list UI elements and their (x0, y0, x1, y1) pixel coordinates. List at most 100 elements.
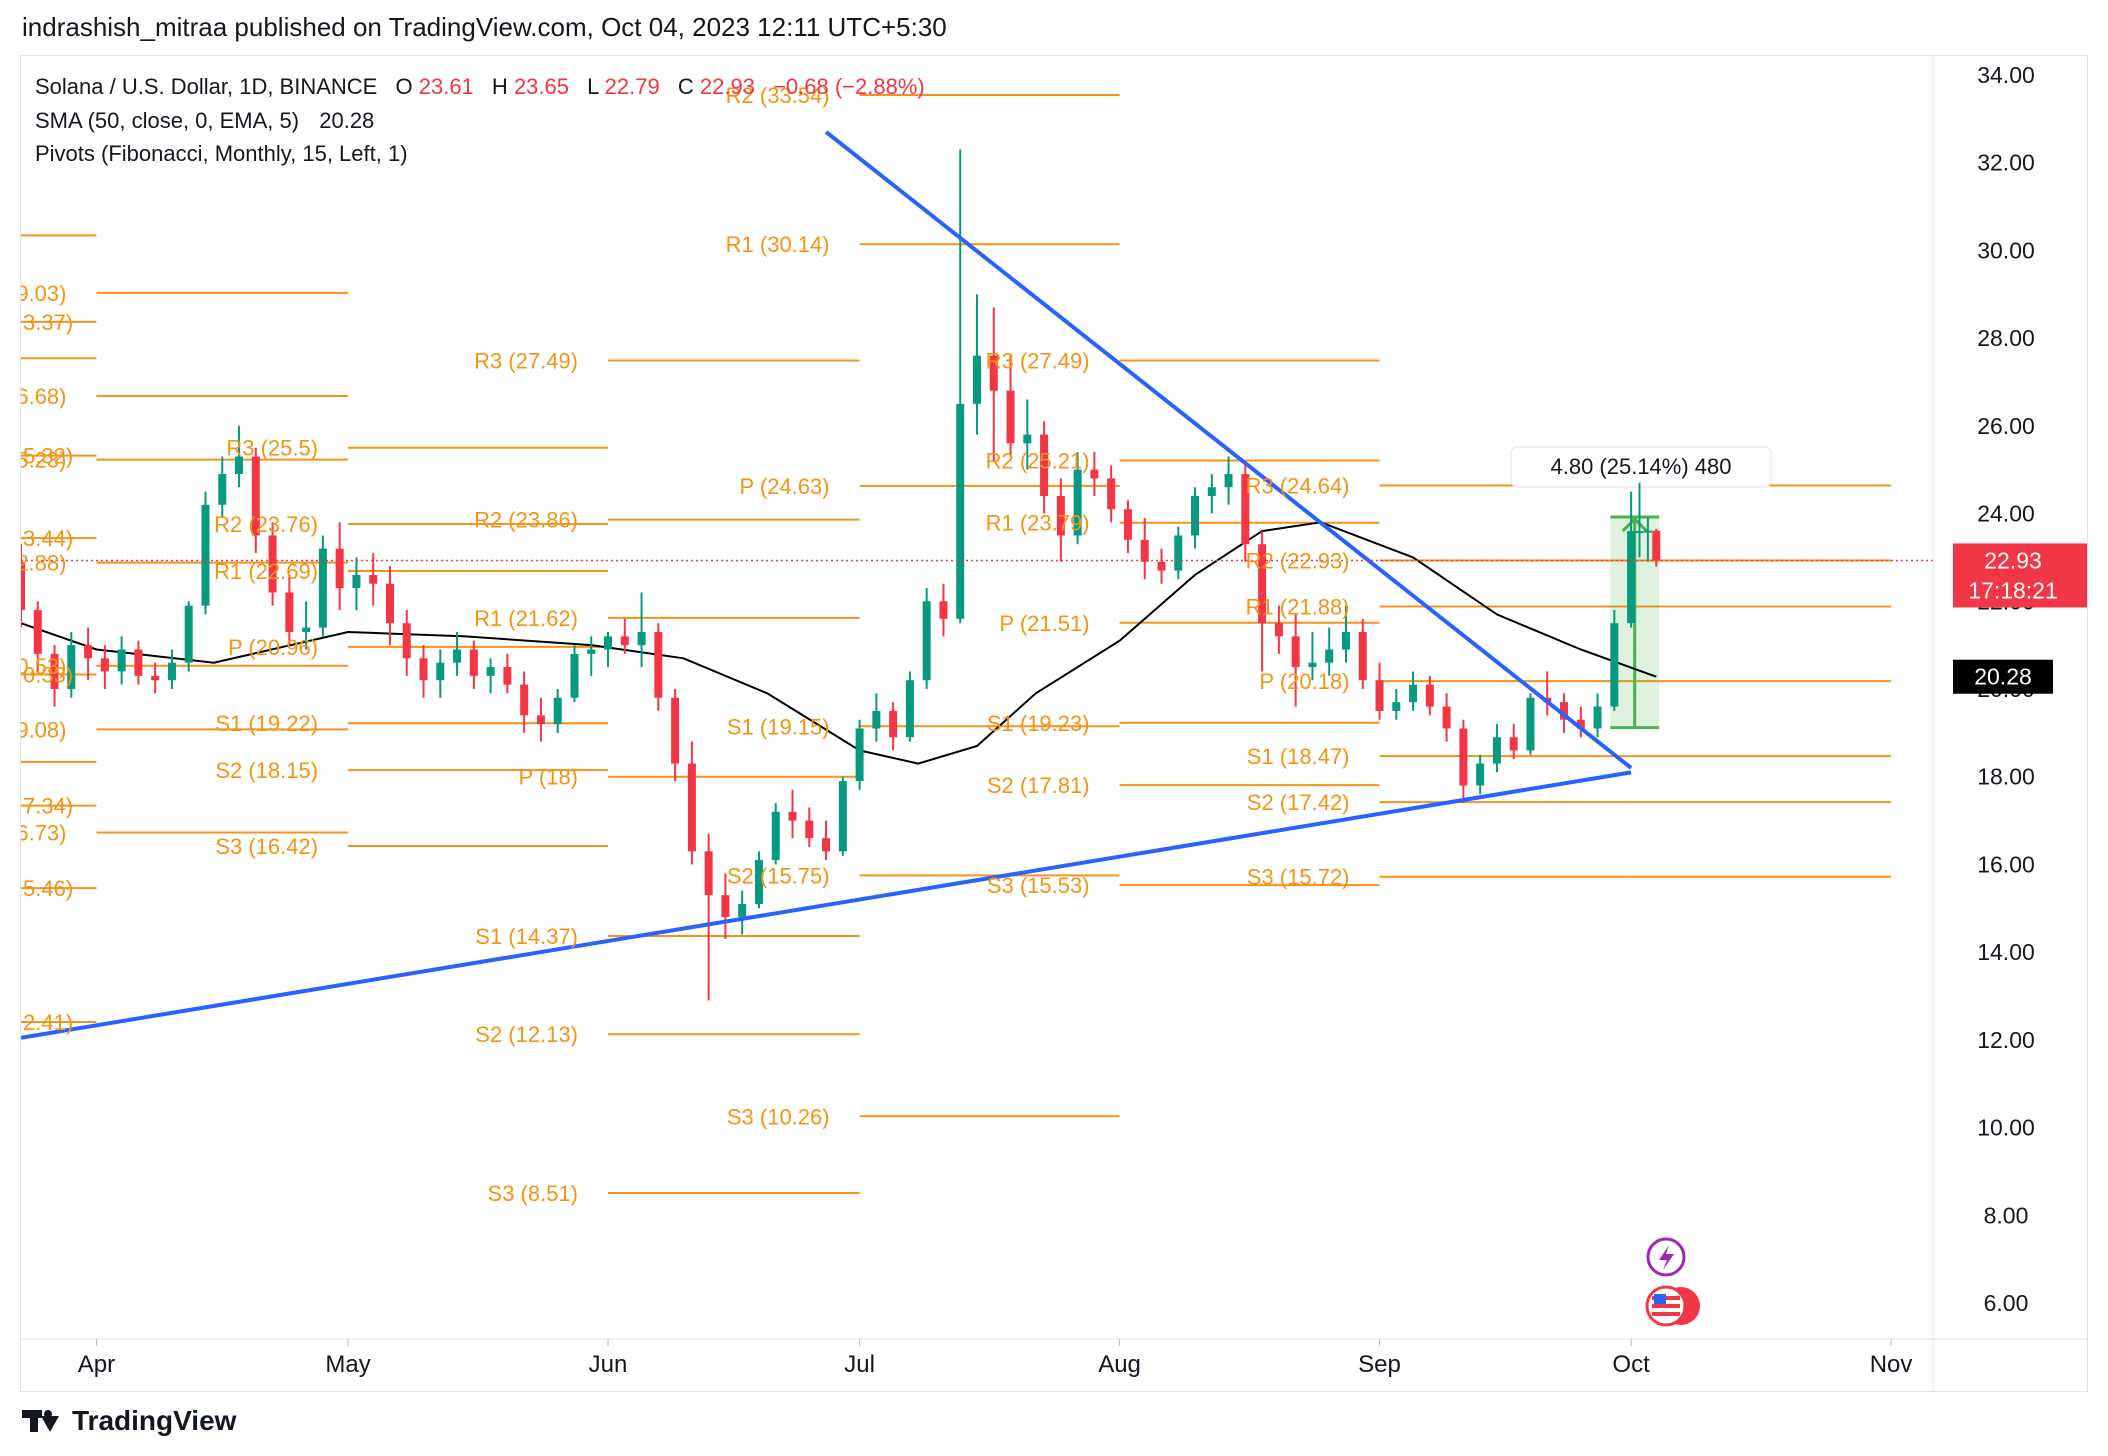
pivot-label: S2 (15.75) (727, 863, 830, 888)
candle-body (201, 504, 210, 606)
candle (989, 307, 998, 461)
candle (1627, 491, 1636, 628)
candle (1207, 474, 1216, 514)
candle-body (1174, 535, 1183, 571)
candle-body (637, 631, 646, 646)
candle-body (167, 662, 176, 681)
candle (1241, 465, 1250, 562)
pivot-label: S1 (19.23) (987, 711, 1090, 736)
candle-body (1090, 469, 1099, 479)
legend-sma: SMA (50, close, 0, EMA, 5) (35, 108, 299, 133)
trendline (20, 770, 1632, 1040)
candle-body (1610, 623, 1619, 707)
candle (1459, 719, 1468, 804)
legend-line-2: SMA (50, close, 0, EMA, 5) 20.28 (35, 108, 374, 133)
us-flag-icon[interactable] (1645, 1285, 1700, 1327)
candle (1341, 605, 1350, 663)
candle-body (838, 781, 847, 852)
candle (1492, 724, 1501, 773)
candle-body (1375, 680, 1384, 711)
trendlines (20, 130, 1633, 1040)
candle-body (822, 838, 831, 852)
candle (352, 557, 361, 611)
pivot-label: R3 (25.5) (226, 436, 318, 461)
candle-body (1627, 531, 1636, 624)
candle-body (17, 561, 25, 611)
candle (1274, 605, 1283, 654)
legend-close: 22.93 (700, 74, 755, 99)
sma-line (20, 521, 1657, 765)
legend-open-label: O (395, 74, 412, 99)
price-tick: 14.00 (1977, 939, 2035, 965)
pivot-label: 3.44) (23, 526, 73, 551)
legend-low-label: L (587, 74, 599, 99)
candle (1090, 452, 1099, 496)
candle (100, 645, 109, 689)
candle-body (587, 649, 596, 654)
candle (1526, 693, 1535, 755)
pivot-label: S1 (19.15) (727, 714, 830, 739)
candle (738, 890, 747, 935)
candle-body (1459, 728, 1468, 786)
candle-body (1157, 561, 1166, 571)
price-tick: 18.00 (1977, 764, 2035, 790)
candle-body (33, 610, 42, 654)
candles (17, 149, 1661, 1001)
candle-body (50, 653, 59, 689)
price-tick: 10.00 (1977, 1115, 2035, 1141)
pivot-label: P (21.51) (999, 611, 1089, 636)
pivot-label: S3 (16.73) (21, 820, 66, 845)
pivot-label: S3 (15.72) (1247, 865, 1350, 890)
candle (553, 689, 562, 733)
candle-body (939, 601, 948, 619)
candle (201, 491, 210, 615)
candle (1593, 693, 1602, 738)
measure-arrow (1621, 516, 1648, 533)
candle-body (100, 658, 109, 672)
candle (1442, 693, 1451, 742)
candle (151, 662, 160, 694)
candle (1509, 724, 1518, 760)
pivot-label: R1 (30.14) (726, 232, 830, 257)
candle (218, 456, 227, 518)
candle (822, 820, 831, 861)
candle-body (1509, 737, 1518, 751)
candle-body (1040, 434, 1049, 496)
candle-body (419, 658, 428, 681)
pivot-label: R1 (21.62) (474, 606, 578, 631)
candle-body (117, 649, 126, 672)
candle-body (721, 895, 730, 918)
candle-body (1191, 495, 1200, 536)
candle (1157, 548, 1166, 584)
publisher-line: indrashish_mitraa published on TradingVi… (22, 12, 947, 42)
candle (1358, 618, 1367, 689)
candle (184, 601, 193, 672)
legend-high: 23.65 (514, 74, 569, 99)
candle-body (1123, 509, 1132, 540)
time-tick: Apr (78, 1351, 115, 1378)
brand-name: TradingView (72, 1405, 237, 1436)
candle-body (1492, 737, 1501, 764)
candle-body (268, 535, 277, 593)
candle-body (469, 649, 478, 676)
legend-change: −0.68 (−2.88%) (773, 74, 925, 99)
lightning-icon[interactable] (1646, 1237, 1686, 1277)
candle (1635, 482, 1644, 558)
time-tick: Oct (1612, 1351, 1650, 1378)
candle-body (889, 710, 898, 738)
candle-body (754, 860, 763, 904)
price-chart[interactable]: 4.80 (25.14%) 480 3.37) 5.32) 3.44) 0.33) 7.… (0, 56, 2087, 1391)
pivot-labels: 3.37) 5.32) 3.44) 0.33) 7.34) 5.46) 2.41) R3 (2… (0, 83, 1350, 1206)
candle (1576, 706, 1585, 738)
last-price-badge (1953, 543, 2087, 608)
tradingview-logo[interactable]: TradingView (22, 1405, 236, 1437)
price-tick: 34.00 (1977, 62, 2035, 88)
candle (469, 640, 478, 689)
pivot-label: R2 (26.68) (21, 384, 66, 409)
candle (167, 649, 176, 689)
candle (402, 610, 411, 676)
sma-path (20, 521, 1657, 765)
time-tick: Sep (1358, 1351, 1401, 1378)
candle (905, 671, 914, 742)
candle (1291, 614, 1300, 707)
